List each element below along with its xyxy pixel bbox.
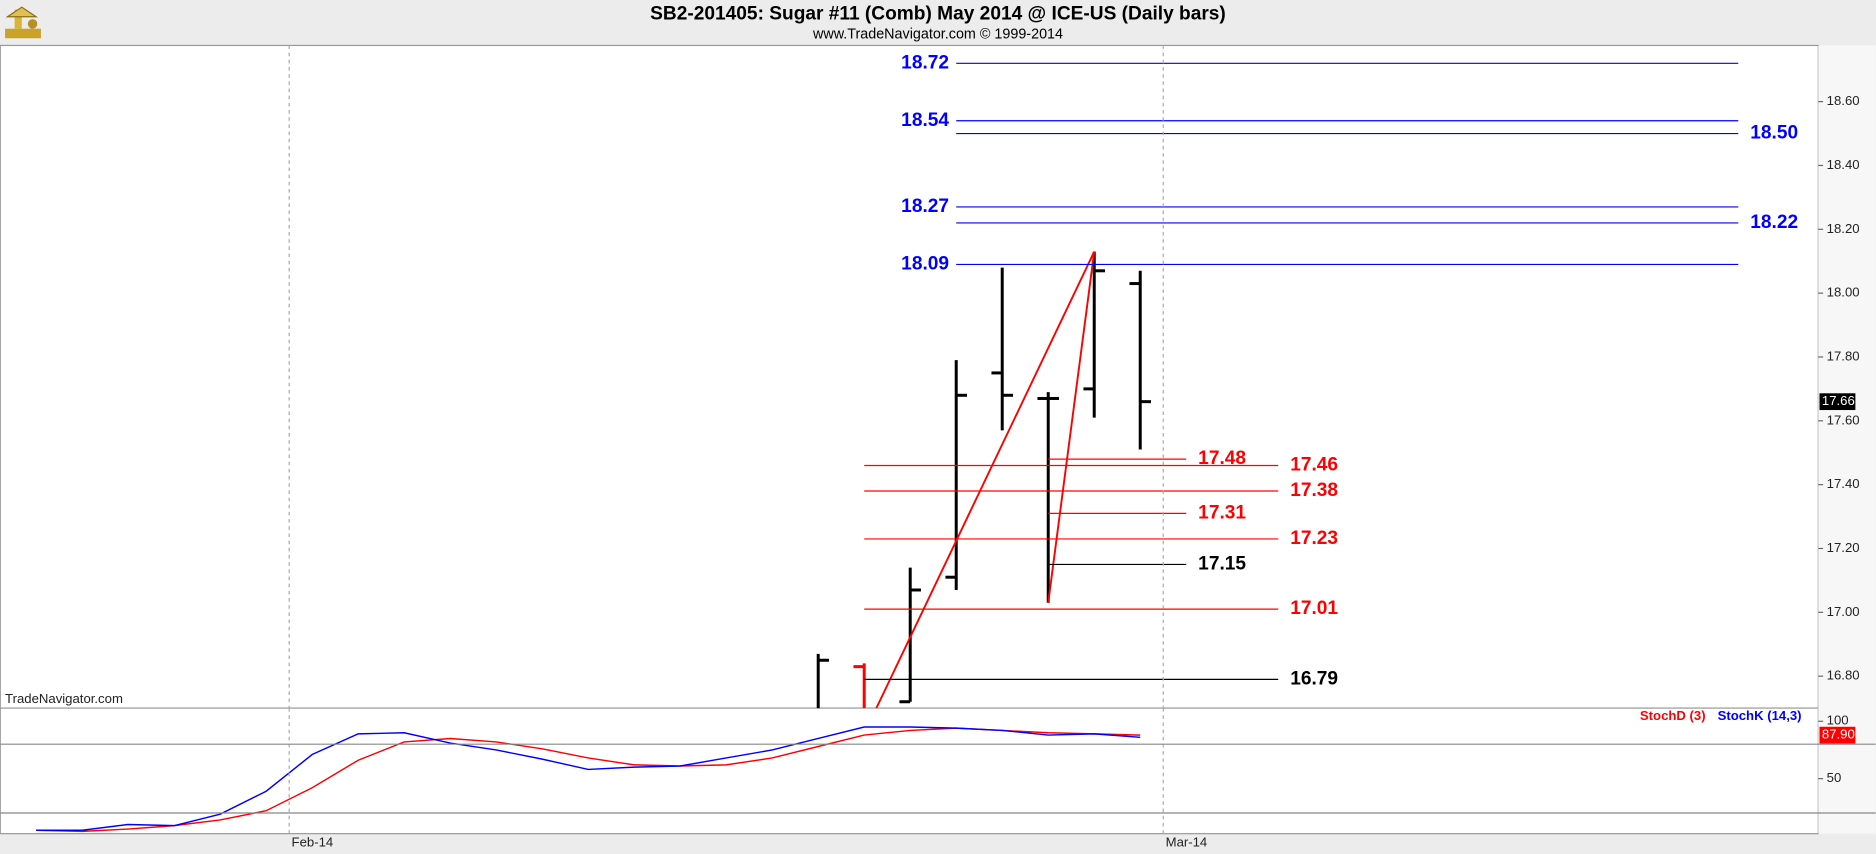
- level-label: 18.09: [901, 253, 949, 274]
- y-tick-label: 18.60: [1827, 93, 1860, 108]
- level-label: 18.22: [1750, 212, 1798, 233]
- last-value-box: [1819, 726, 1856, 744]
- y-tick-label: 18.00: [1827, 285, 1860, 300]
- chart-subtitle: www.TradeNavigator.com © 1999-2014: [812, 26, 1063, 42]
- level-label: 16.79: [1290, 668, 1338, 689]
- level-label: 18.50: [1750, 123, 1798, 144]
- legend-entry: StochK (14,3): [1718, 708, 1802, 723]
- y-tick-label: 17.20: [1827, 540, 1860, 555]
- stoch-line: [36, 726, 1141, 831]
- axis-panel: [1818, 45, 1876, 834]
- x-tick-label: Feb-14: [292, 835, 334, 850]
- level-label: 17.31: [1198, 502, 1246, 523]
- legend-entry: StochD (3): [1640, 708, 1706, 723]
- y-tick-label: 18.40: [1827, 157, 1860, 172]
- last-price-box: [1819, 393, 1856, 411]
- level-label: 17.15: [1198, 553, 1246, 574]
- y-tick-label: 100: [1827, 713, 1849, 728]
- zigzag-line: [875, 251, 1096, 709]
- watermark: TradeNavigator.com: [5, 691, 123, 706]
- y-tick-label: 17.60: [1827, 412, 1860, 427]
- last-value-label: 87.90: [1822, 727, 1855, 742]
- x-tick-label: Mar-14: [1166, 835, 1208, 850]
- y-tick-label: 18.20: [1827, 221, 1860, 236]
- level-label: 17.38: [1290, 480, 1338, 501]
- logo: [5, 6, 41, 39]
- last-price-label: 17.66: [1822, 393, 1855, 408]
- y-tick-label: 16.80: [1827, 668, 1860, 683]
- level-label: 18.27: [901, 196, 949, 217]
- y-tick-label: 50: [1827, 770, 1842, 785]
- level-label: 17.46: [1290, 455, 1338, 476]
- level-label: 18.54: [901, 110, 949, 131]
- chart-title: SB2-201405: Sugar #11 (Comb) May 2014 @ …: [650, 3, 1226, 24]
- level-label: 17.23: [1290, 528, 1338, 549]
- level-label: 17.01: [1290, 598, 1338, 619]
- price-plot: [816, 62, 1739, 709]
- stoch-plot: [36, 726, 1141, 833]
- y-tick-label: 17.00: [1827, 604, 1860, 619]
- level-label: 17.48: [1198, 448, 1246, 469]
- y-tick-label: 17.40: [1827, 476, 1860, 491]
- level-label: 18.72: [901, 52, 949, 73]
- y-tick-label: 17.80: [1827, 348, 1860, 363]
